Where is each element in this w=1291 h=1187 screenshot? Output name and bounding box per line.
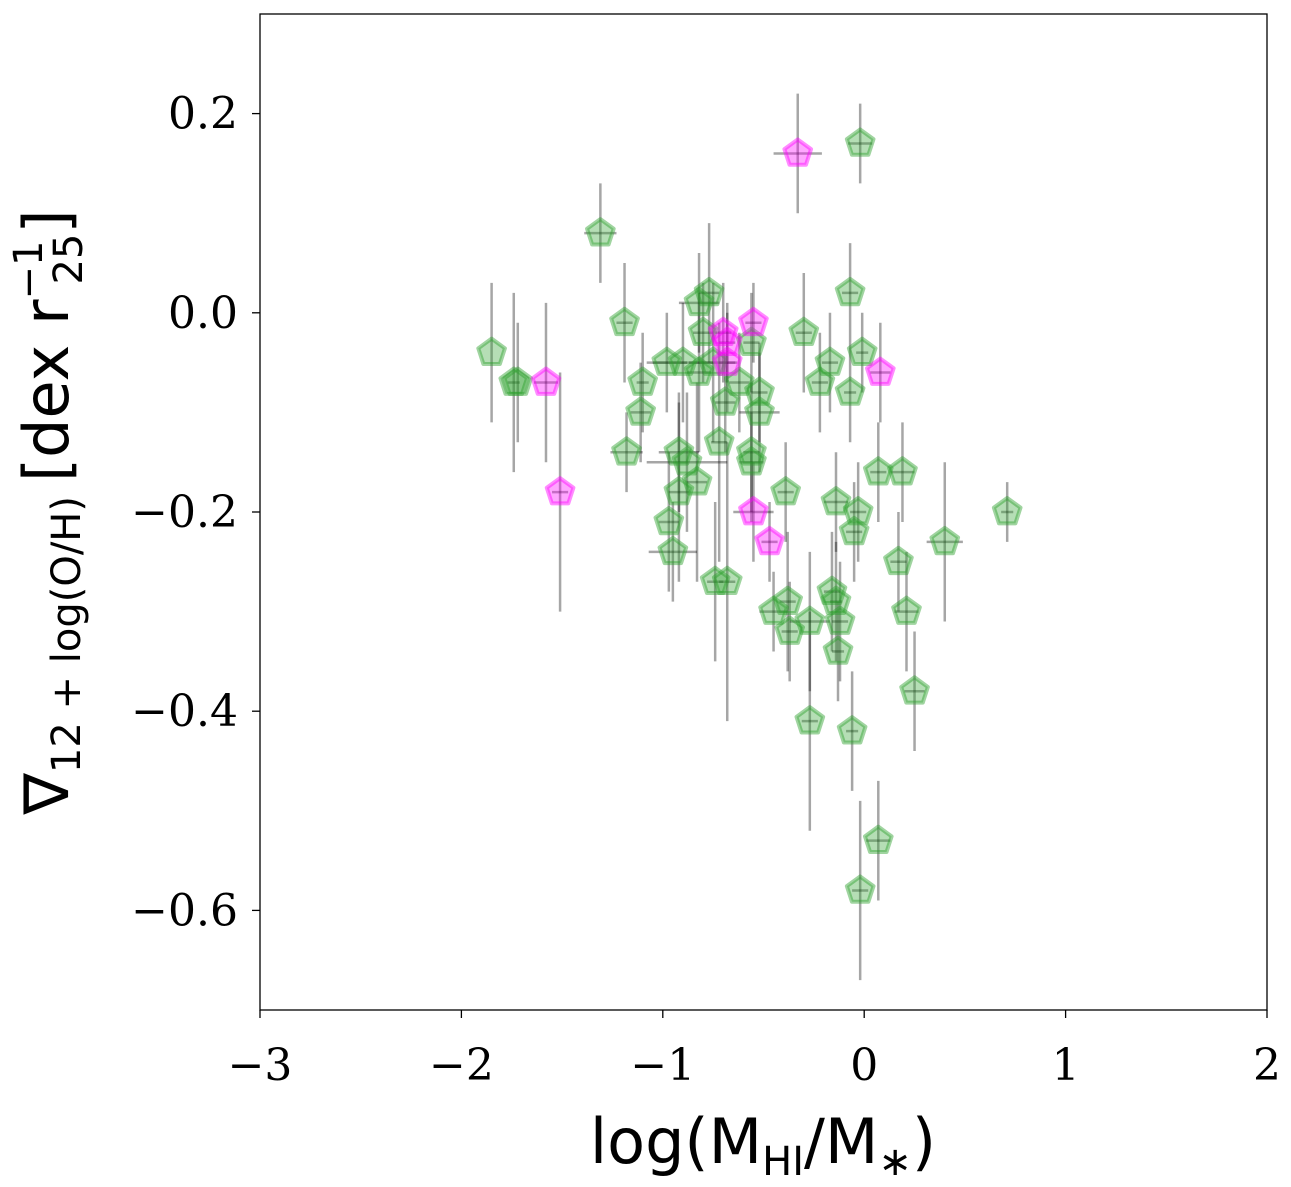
green-data-point xyxy=(736,436,767,466)
y-tick-label: −0.4 xyxy=(131,686,238,737)
green-data-point xyxy=(834,376,866,406)
green-data-point xyxy=(836,715,868,745)
green-data-point xyxy=(663,476,695,506)
green-data-point xyxy=(611,436,642,466)
green-data-point xyxy=(758,595,789,625)
green-data-point xyxy=(625,396,656,426)
green-data-point xyxy=(774,615,805,645)
green-data-point xyxy=(653,505,685,536)
green-data-point xyxy=(683,286,715,317)
green-data-point xyxy=(816,575,848,606)
green-data-point xyxy=(887,456,918,486)
x-tick-label: −1 xyxy=(630,1040,695,1091)
magenta-data-point xyxy=(782,137,814,167)
green-data-point xyxy=(844,127,876,157)
green-data-point xyxy=(671,446,703,476)
green-data-point xyxy=(498,366,530,396)
x-axis-title: log(MHI/M∗) xyxy=(590,1105,936,1185)
green-data-point xyxy=(794,705,826,735)
green-data-point xyxy=(820,486,852,516)
magenta-data-point xyxy=(738,496,769,526)
green-data-point xyxy=(693,276,725,307)
y-tick-label: −0.2 xyxy=(131,487,238,538)
green-data-point xyxy=(736,326,767,357)
green-data-point xyxy=(667,346,699,376)
green-data-point xyxy=(883,545,914,576)
green-data-point xyxy=(502,366,534,396)
magenta-data-point xyxy=(544,476,576,506)
green-data-point xyxy=(744,376,775,406)
green-data-point xyxy=(699,565,731,596)
magenta-data-point xyxy=(754,525,785,556)
x-tick-label: 1 xyxy=(1052,1040,1080,1091)
magenta-data-point xyxy=(738,306,769,337)
green-data-point xyxy=(794,605,826,635)
y-tick-label: −0.6 xyxy=(131,885,238,936)
green-data-point xyxy=(788,316,820,347)
y-tick-label: 0.0 xyxy=(168,288,238,339)
green-data-point xyxy=(663,436,695,466)
green-data-point xyxy=(814,346,846,376)
green-data-point xyxy=(609,306,640,337)
x-tick-label: 0 xyxy=(850,1040,878,1091)
green-data-point xyxy=(709,386,741,416)
green-data-point xyxy=(744,396,775,426)
green-data-point xyxy=(842,496,874,526)
green-data-point xyxy=(862,456,894,486)
x-axis-ticks: −3 −2 −1 0 1 2 xyxy=(228,1010,1281,1091)
green-data-point xyxy=(891,595,922,625)
x-tick-label: −2 xyxy=(429,1040,494,1091)
green-data-point xyxy=(711,565,743,596)
green-data-point xyxy=(627,366,658,396)
errorbar-layer xyxy=(490,93,1014,981)
green-data-point xyxy=(657,535,689,566)
green-data-point xyxy=(844,874,876,904)
green-data-point xyxy=(929,525,961,556)
green-data-point xyxy=(838,515,870,546)
green-data-point xyxy=(687,316,719,347)
green-data-point xyxy=(991,496,1023,526)
green-data-point xyxy=(804,366,836,396)
green-data-point xyxy=(651,346,683,376)
magenta-data-point xyxy=(530,366,562,396)
green-data-point xyxy=(681,466,713,496)
magenta-data-point xyxy=(865,356,896,386)
magenta-data-point xyxy=(711,346,743,376)
y-axis-title: ∇12 + log(O/H)[dex r−125] xyxy=(6,209,92,815)
magenta-data-point xyxy=(707,316,739,347)
green-data-point xyxy=(683,356,715,386)
green-data-point xyxy=(585,217,616,247)
green-data-point xyxy=(899,675,930,705)
green-data-point xyxy=(770,476,801,506)
green-data-point xyxy=(824,605,856,635)
green-data-point xyxy=(862,824,894,855)
x-tick-label: −3 xyxy=(228,1040,293,1091)
green-data-point xyxy=(724,366,755,396)
green-data-point xyxy=(820,585,852,615)
magenta-data-point xyxy=(711,326,743,357)
green-data-point xyxy=(697,346,729,376)
x-tick-label: 2 xyxy=(1253,1040,1281,1091)
green-data-point xyxy=(834,276,866,307)
green-data-point xyxy=(772,585,803,615)
green-data-point xyxy=(703,426,735,456)
y-tick-label: 0.2 xyxy=(168,89,238,140)
green-data-point xyxy=(476,336,507,366)
y-axis-ticks: −0.6 −0.4 −0.2 0.0 0.2 xyxy=(131,89,260,936)
green-data-point xyxy=(822,635,854,665)
green-data-point xyxy=(736,446,767,476)
marker-layer xyxy=(476,127,1023,904)
green-data-point xyxy=(846,336,878,366)
